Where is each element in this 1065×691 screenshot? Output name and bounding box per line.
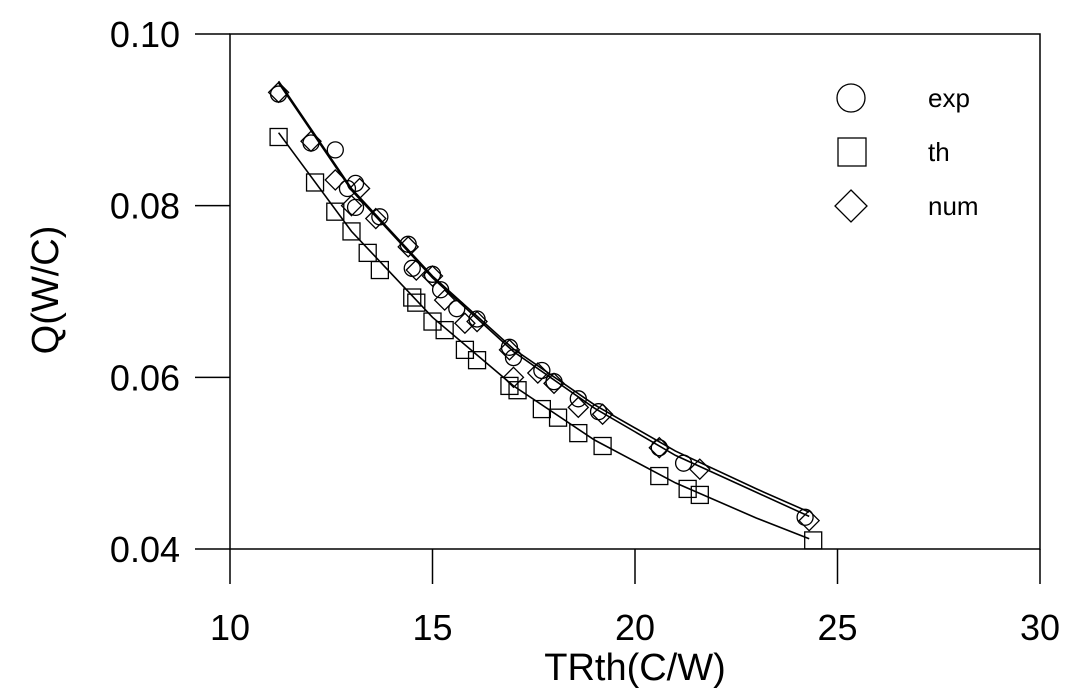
legend: exp th num [834,83,979,223]
data-point-diamond [567,396,590,419]
data-point-diamond [453,312,476,335]
data-point-diamond [502,366,525,389]
data-point-square [407,293,426,312]
data-point-circle [650,439,668,457]
data-point-circle [569,390,587,408]
data-point-square [403,288,422,307]
data-point-square [435,320,454,340]
y-tick-label: 0.06 [110,357,180,398]
data-point-diamond [340,194,363,217]
data-point-square [548,408,568,427]
data-point-diamond [348,177,371,200]
y-tick-label: 0.08 [110,186,180,227]
fit-curve [277,132,810,540]
x-tick-label: 15 [412,607,452,648]
data-point-square [455,340,475,360]
data-point-square [467,351,487,370]
data-point-square [342,222,361,241]
data-point-diamond [300,130,322,153]
data-point-diamond [543,372,565,395]
data-point-circle [674,454,693,472]
data-point-circle [326,141,344,159]
data-point-diamond [526,362,549,384]
data-point-diamond [267,81,290,104]
data-point-diamond [405,259,428,281]
data-point-diamond [421,265,444,287]
data-point-square [370,260,390,280]
legend-square-icon [837,137,867,167]
fit-curve [277,82,810,518]
data-point-circle [346,198,365,217]
data-point-circle [448,300,466,318]
plot-area [267,80,823,550]
data-point-diamond [364,207,387,230]
data-point-diamond [397,235,420,258]
data-point-diamond [688,458,711,481]
data-point-circle [431,281,450,299]
data-point-diamond [324,168,347,191]
y-tick-label: 0.10 [110,14,180,55]
y-axis-label: Q(W/C) [25,226,67,355]
data-point-square [678,479,697,499]
series-th [269,127,823,550]
legend-label-num: num [928,191,979,221]
legend-label-th: th [928,137,950,167]
data-point-circle [403,259,421,277]
data-point-square [690,485,709,505]
series-num [267,81,821,532]
data-point-diamond [591,403,614,426]
data-point-square [650,466,669,486]
series-exp [269,85,814,526]
legend-circle-icon [836,83,866,113]
legend-label-exp: exp [928,83,970,113]
legend-diamond-icon [834,189,868,223]
data-point-circle [796,508,814,526]
data-point-diamond [498,338,521,361]
axes: 10 15 20 25 30 0.04 0.06 0.08 0.10 [110,14,1060,648]
x-tick-label: 30 [1020,607,1060,648]
data-point-square [569,423,588,443]
data-point-square [508,381,527,400]
y-tick-label: 0.04 [110,529,180,570]
data-point-square [593,436,612,456]
data-point-square [269,127,288,147]
x-tick-label: 25 [817,607,857,648]
data-point-square [305,173,325,192]
data-point-diamond [798,509,821,532]
x-tick-label: 10 [210,607,250,648]
data-point-diamond [466,310,488,333]
data-point-diamond [433,289,456,312]
fit-curve [277,80,810,513]
data-point-circle [399,235,417,253]
x-tick-label: 20 [615,607,655,648]
data-point-square [358,243,377,263]
data-point-square [326,202,345,221]
data-point-circle [371,208,389,226]
data-point-circle [504,348,523,367]
plot-frame [229,33,1041,550]
x-axis-label: TRth(C/W) [544,647,726,689]
data-point-diamond [648,436,671,459]
data-point-square [804,531,823,550]
